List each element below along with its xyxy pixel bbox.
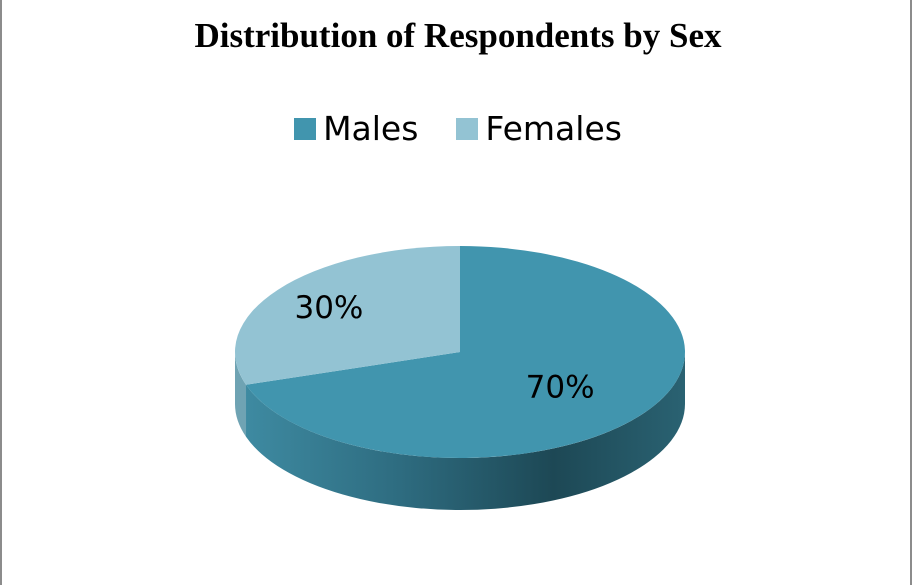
pie-slice-females <box>234 246 460 385</box>
chart-legend: Males Females <box>2 109 912 148</box>
data-label-males: 70% <box>526 369 595 405</box>
data-label-females: 30% <box>294 290 363 326</box>
pie-side-females <box>235 352 247 437</box>
legend-swatch-females <box>456 117 479 140</box>
chart-title: Distribution of Respondents by Sex <box>194 16 722 55</box>
legend-label-males: Males <box>323 109 419 148</box>
legend-item-males: Males <box>294 109 418 148</box>
pie-side-males <box>246 352 686 511</box>
legend-swatch-males <box>294 117 317 140</box>
legend-item-females: Females <box>456 109 622 148</box>
pie-slice-males <box>246 246 686 458</box>
legend-label-females: Females <box>485 109 622 148</box>
